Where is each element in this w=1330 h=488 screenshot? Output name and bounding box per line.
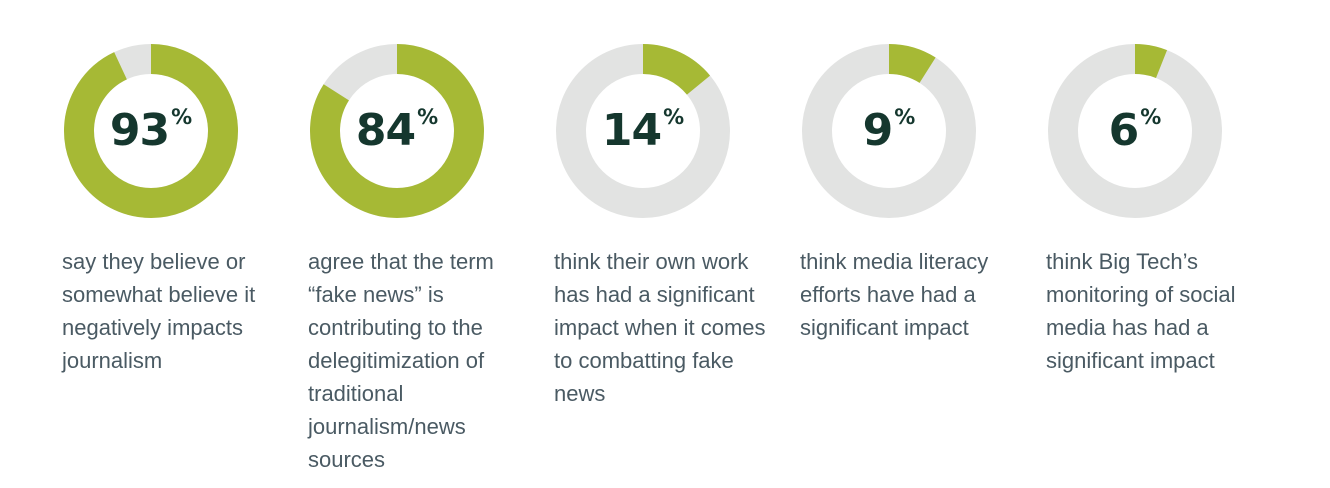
donut-value-label-4: 9% (800, 42, 978, 220)
donut-svg-2 (310, 44, 484, 218)
stat-value-5: 6 (1108, 105, 1140, 156)
stat-value-2: 84 (355, 105, 416, 156)
donut-value-arc-4 (802, 44, 976, 218)
donut-svg-1 (64, 44, 238, 218)
stat-caption-4: think media literacy efforts have had a … (800, 249, 989, 340)
donut-value-label-3: 14% (554, 42, 732, 220)
percent-sign-2: % (417, 105, 439, 129)
stat-value-4: 9 (862, 105, 894, 156)
stat-value-1: 93 (109, 105, 170, 156)
donut-value-label-1: 93% (62, 42, 240, 220)
donut-svg-3 (556, 44, 730, 218)
donut-value-label-2: 84% (308, 42, 486, 220)
percent-sign-3: % (663, 105, 685, 129)
stat-caption-3: think their own work has had a significa… (554, 249, 766, 406)
donut-value-arc-3 (556, 44, 730, 218)
donut-chart-4: 9% (800, 42, 978, 220)
stat-caption-5: think Big Tech’s monitoring of social me… (1046, 249, 1236, 373)
donut-value-arc-1 (64, 44, 238, 218)
stat-card-1: 93% say they believe or somewhat believe… (62, 42, 292, 377)
donut-chart-5: 6% (1046, 42, 1224, 220)
donut-svg-5 (1048, 44, 1222, 218)
donut-chart-1: 93% (62, 42, 240, 220)
percent-sign-1: % (171, 105, 193, 129)
donut-svg-4 (802, 44, 976, 218)
donut-value-label-5: 6% (1046, 42, 1224, 220)
stat-caption-2: agree that the term “fake news” is contr… (308, 249, 494, 472)
stat-card-4: 9% think media literacy efforts have had… (800, 42, 1030, 344)
stat-caption-1: say they believe or somewhat believe it … (62, 249, 256, 373)
stat-card-3: 14% think their own work has had a signi… (554, 42, 784, 410)
stat-card-2: 84% agree that the term “fake news” is c… (308, 42, 538, 476)
donut-value-arc-2 (310, 44, 484, 218)
stat-card-5: 6% think Big Tech’s monitoring of social… (1046, 42, 1276, 377)
percent-sign-5: % (1140, 105, 1162, 129)
donut-chart-2: 84% (308, 42, 486, 220)
percent-sign-4: % (894, 105, 916, 129)
donut-chart-3: 14% (554, 42, 732, 220)
donut-value-arc-5 (1048, 44, 1222, 218)
stat-value-3: 14 (601, 105, 662, 156)
